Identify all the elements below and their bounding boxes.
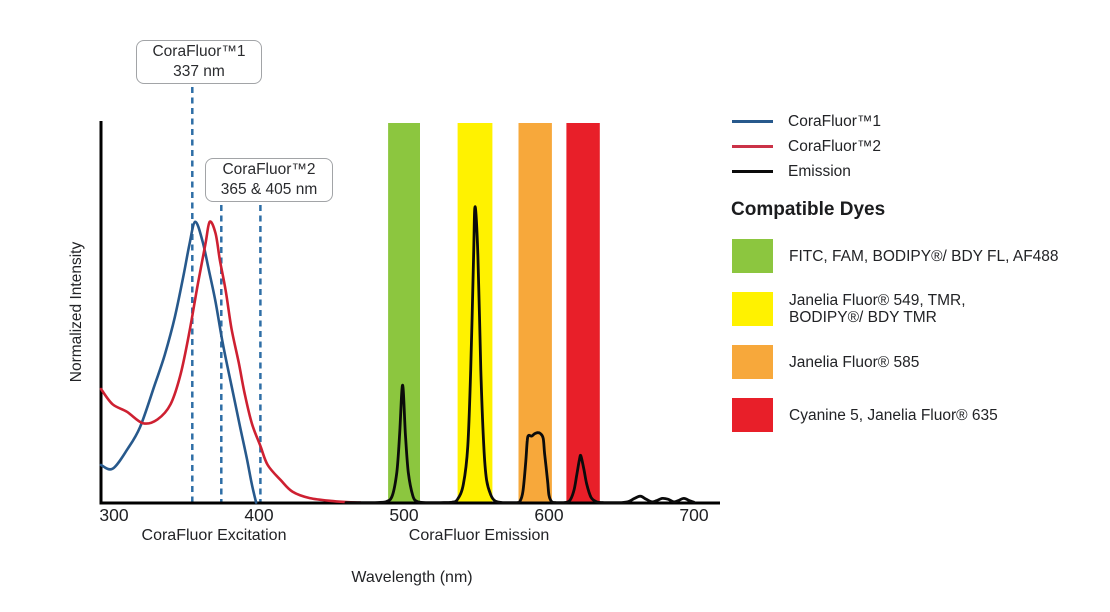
emission-curve-emission (344, 205, 696, 505)
emission-band-green (388, 123, 420, 503)
legend-label: CoraFluor™2 (788, 137, 882, 155)
dye-item-yellow-window: Janelia Fluor® 549, TMR, BODIPY®/ BDY TMR (732, 292, 1110, 326)
legend-line-sample-corafluor1 (732, 120, 773, 123)
dye-swatch-red-window (732, 398, 773, 432)
legend-item-corafluor2: CoraFluor™2 (732, 134, 881, 159)
dye-item-orange-window: Janelia Fluor® 585 (732, 345, 1110, 379)
dye-label-line: FITC, FAM, BODIPY®/ BDY FL, AF488 (789, 247, 1059, 265)
callout-title: CoraFluor™1 (152, 42, 246, 60)
x-tick-label-400: 400 (244, 505, 274, 525)
legend: CoraFluor™1 CoraFluor™2 Emission (732, 109, 881, 184)
callout-corafluor2-365-405nm: CoraFluor™2 365 & 405 nm (205, 158, 333, 202)
x-tick-label-700: 700 (679, 505, 709, 525)
legend-item-corafluor1: CoraFluor™1 (732, 109, 881, 134)
legend-item-emission: Emission (732, 159, 881, 184)
dye-item-green-window: FITC, FAM, BODIPY®/ BDY FL, AF488 (732, 239, 1110, 273)
legend-label: Emission (788, 162, 851, 180)
dye-label-line: Janelia Fluor® 585 (789, 353, 920, 371)
y-axis-title: Normalized Intensity (68, 241, 85, 383)
callout-title: CoraFluor™2 (222, 160, 316, 178)
dye-label: Janelia Fluor® 549, TMR, BODIPY®/ BDY TMR (789, 292, 966, 326)
callout-corafluor1-337nm: CoraFluor™1 337 nm (136, 40, 262, 84)
legend-label: CoraFluor™1 (788, 112, 882, 130)
emission-band-orange (518, 123, 552, 503)
excitation-curve-corafluor-1 (99, 220, 258, 504)
dye-swatch-green-window (732, 239, 773, 273)
dye-label: Cyanine 5, Janelia Fluor® 635 (789, 407, 998, 424)
dye-label-line: Cyanine 5, Janelia Fluor® 635 (789, 406, 998, 424)
dye-label: FITC, FAM, BODIPY®/ BDY FL, AF488 (789, 248, 1059, 265)
emission-band-yellow (457, 123, 493, 503)
x-tick-label-300: 300 (99, 505, 129, 525)
dye-swatch-yellow-window (732, 292, 773, 326)
x-axis-label-excitation: CoraFluor Excitation (141, 527, 287, 544)
dye-label-line: BODIPY®/ BDY TMR (789, 309, 937, 326)
x-axis-title: Wavelength (nm) (351, 569, 473, 586)
dye-label-line: Janelia Fluor® 549, TMR, (789, 292, 966, 309)
compatible-dyes-heading: Compatible Dyes (731, 199, 886, 220)
x-tick-label-600: 600 (534, 505, 564, 525)
x-tick-label-500: 500 (389, 505, 419, 525)
legend-line-sample-corafluor2 (732, 145, 773, 148)
excitation-curve-corafluor-2 (99, 220, 362, 504)
callout-wavelength: 337 nm (173, 63, 225, 80)
legend-line-sample-emission (732, 170, 773, 173)
x-axis-label-emission: CoraFluor Emission (408, 527, 550, 544)
dye-item-red-window: Cyanine 5, Janelia Fluor® 635 (732, 398, 1110, 432)
dye-label: Janelia Fluor® 585 (789, 354, 919, 371)
emission-band-red (566, 123, 600, 503)
dye-swatch-orange-window (732, 345, 773, 379)
compatible-dyes-list: FITC, FAM, BODIPY®/ BDY FL, AF488 Janelia… (732, 239, 1110, 451)
callout-wavelength: 365 & 405 nm (220, 181, 318, 198)
